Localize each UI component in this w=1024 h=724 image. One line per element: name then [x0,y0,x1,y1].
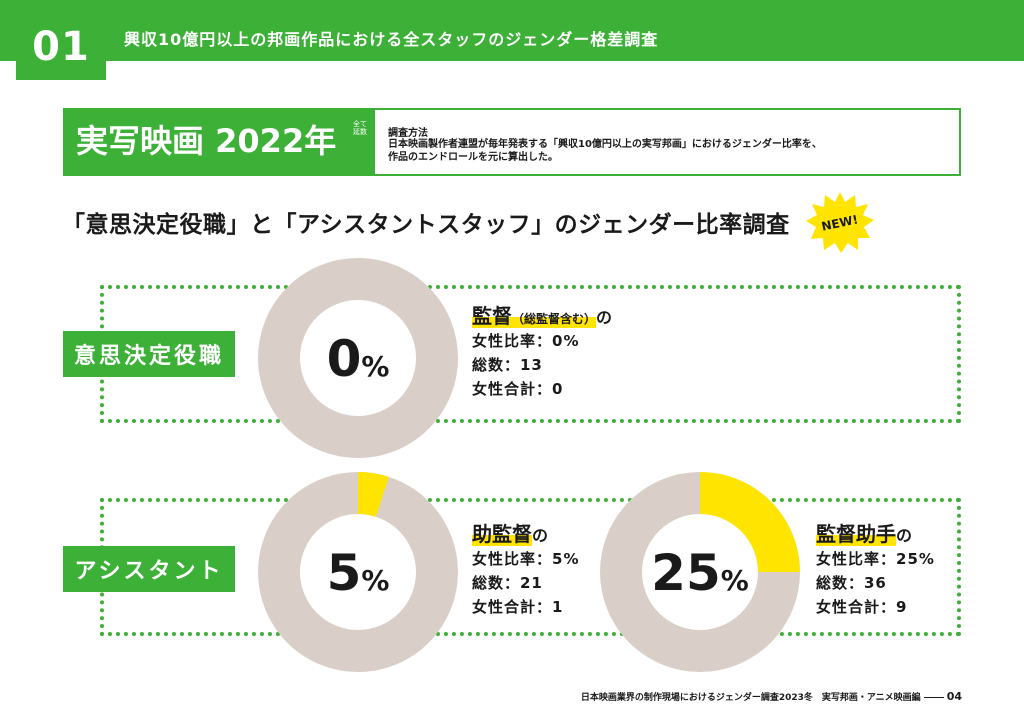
page-number: 04 [946,690,962,703]
female-share-arc [699,472,800,573]
role-suffix: の [532,526,549,545]
percent-value: 25 [651,544,721,602]
new-badge: NEW! [806,192,874,253]
director-donut [258,258,458,458]
section-number: 01 [16,14,106,80]
method-line-2: 作品のエンドロールを元に算出した。 [388,152,558,163]
role-suffix: の [596,308,613,327]
percent-unit: % [361,564,390,597]
assistant-director-stats: 助監督の 女性比率：5% 総数：21 女性合計：1 [472,518,579,619]
role-title: 監督 [472,304,512,328]
page-footer: 日本映画業界の制作現場におけるジェンダー調査2023冬 実写邦画・アニメ映画編 0… [581,690,962,703]
assistant-director-donut [258,472,458,672]
female-ratio: 女性比率：5% [472,550,580,568]
total-count: 総数：13 [472,356,543,374]
director-percent: 0% [258,330,458,388]
group-label-decision-makers: 意思決定役職 [63,331,235,377]
female-ratio: 女性比率：25% [816,550,935,568]
section-header-bar [0,0,1024,61]
total-count: 総数：21 [472,574,543,592]
group-label-assistant: アシスタント [63,546,235,592]
role-title-sub: （総監督含む） [512,312,597,326]
percent-unit: % [361,350,390,383]
role-highlight: 監督（総監督含む） [472,304,597,328]
section-title: 興収10億円以上の邦画作品における全スタッフのジェンダー格差調査 [124,30,659,49]
method-description: 日本映画製作者連盟が毎年発表する「興収10億円以上の実写邦画」におけるジェンダー… [388,138,948,164]
role-title-line: 監督（総監督含む）の [472,300,612,329]
role-title-line: 監督助手の [816,518,935,547]
female-share-arc [357,472,389,518]
directors-assistant-donut [600,472,800,672]
footer-rule [923,697,944,698]
page-title: 実写映画 2022年 [76,122,337,160]
header-title-block [63,108,375,176]
role-suffix: の [896,526,913,545]
method-heading: 調査方法 [388,128,428,139]
role-title: 助監督 [472,522,532,546]
female-total: 女性合計：1 [472,598,564,616]
female-ratio: 女性比率：0% [472,332,580,350]
female-total: 女性合計：9 [816,598,908,616]
footer-text: 日本映画業界の制作現場におけるジェンダー調査2023冬 実写邦画・アニメ映画編 [580,693,921,703]
role-title-line: 助監督の [472,518,579,547]
female-total: 女性合計：0 [472,380,564,398]
director-stats: 監督（総監督含む）の 女性比率：0% 総数：13 女性合計：0 [472,300,612,401]
method-line-1: 日本映画製作者連盟が毎年発表する「興収10億円以上の実写邦画」におけるジェンダー… [388,139,822,150]
percent-unit: % [720,564,749,597]
vertical-note: 全て延数 [353,120,367,136]
directors-assistant-stats: 監督助手の 女性比率：25% 総数：36 女性合計：9 [816,518,935,619]
total-count: 総数：36 [816,574,887,592]
directors-assistant-percent: 25% [600,544,800,602]
assistant-director-percent: 5% [258,544,458,602]
percent-value: 5 [326,544,362,602]
percent-value: 0 [326,330,362,388]
donut-track [258,258,458,458]
survey-subtitle: 「意思決定役職」と「アシスタントスタッフ」のジェンダー比率調査 [62,212,790,238]
starburst-icon [806,192,874,253]
role-title: 監督助手 [816,522,896,546]
